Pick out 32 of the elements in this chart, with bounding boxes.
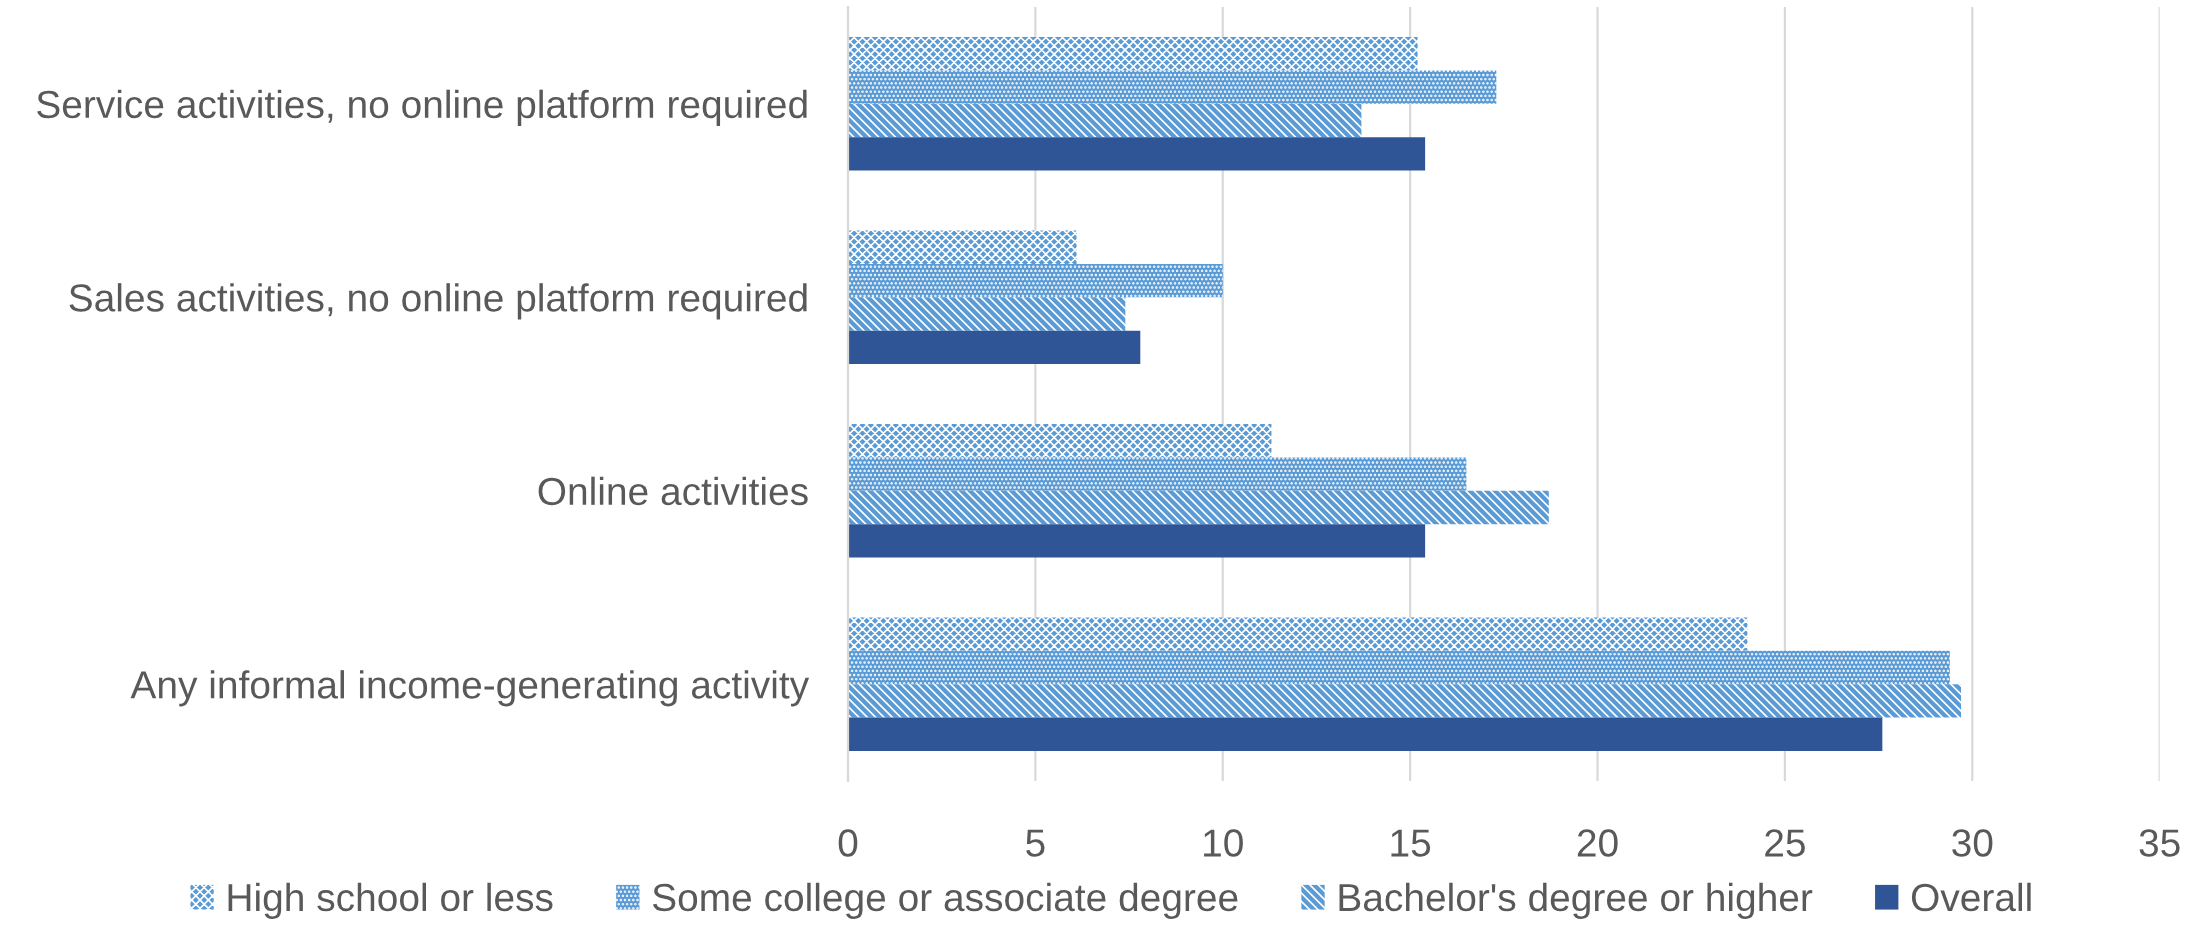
legend-label: Overall <box>1911 882 2031 912</box>
y-tick-label: Service activities, no online platform required <box>37 89 807 126</box>
bar <box>847 263 1223 298</box>
legend-label: Bachelor's degree or higher <box>1339 882 1813 920</box>
x-tick-label: 35 <box>2139 829 2180 857</box>
bar <box>847 297 1126 331</box>
legend-label: Some college or associate degree <box>652 882 1238 920</box>
bar <box>847 37 1418 71</box>
y-tick-label: Online activities <box>538 476 808 506</box>
bar <box>847 617 1748 651</box>
y-tick-label: Any informal income-generating activity <box>130 670 810 707</box>
x-tick-label: 15 <box>1391 829 1431 857</box>
bar <box>847 490 1549 525</box>
bar <box>847 717 1883 751</box>
x-tick-label: 10 <box>1204 829 1243 857</box>
bar <box>847 650 1950 685</box>
x-tick-label: 0 <box>838 829 858 857</box>
bar <box>847 103 1362 138</box>
x-tick-label: 20 <box>1577 829 1618 857</box>
legend-label: High school or less <box>228 882 553 920</box>
x-tick-label: 5 <box>1026 829 1045 857</box>
x-tick-label: 25 <box>1765 829 1805 857</box>
bar <box>847 330 1141 365</box>
bar <box>847 137 1426 171</box>
bar <box>847 424 1272 458</box>
bar <box>847 230 1077 264</box>
x-tick-label: 30 <box>1952 829 1993 857</box>
bar <box>847 524 1426 558</box>
bar <box>847 457 1467 491</box>
bar <box>847 684 1962 718</box>
bar <box>847 70 1497 104</box>
y-tick-label: Sales activities, no online platform required <box>69 283 807 320</box>
